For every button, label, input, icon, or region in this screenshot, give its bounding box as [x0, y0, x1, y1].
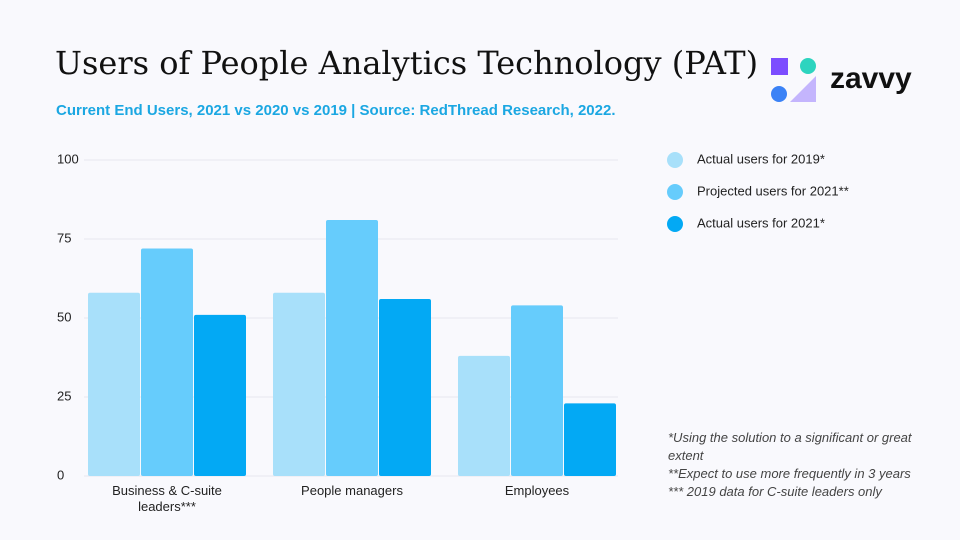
logo-square: [771, 58, 788, 75]
footnote: *Using the solution to a significant or …: [668, 430, 912, 463]
logo-text: zavvy: [830, 62, 912, 95]
bar: [326, 220, 378, 476]
logo-dot: [800, 58, 816, 74]
chart-title: Users of People Analytics Technology (PA…: [55, 44, 759, 82]
y-tick-label: 50: [57, 309, 71, 324]
x-tick-label: Business & C-suite leaders***: [112, 483, 222, 514]
logo-triangle: [790, 76, 816, 102]
x-tick-label: People managers: [301, 483, 403, 498]
chart-subtitle: Current End Users, 2021 vs 2020 vs 2019 …: [56, 102, 616, 119]
bar: [88, 292, 140, 476]
logo-dot: [771, 86, 787, 102]
bar: [273, 292, 325, 476]
x-tick-label: Employees: [504, 483, 570, 498]
bar: [511, 305, 563, 476]
bar: [458, 355, 510, 476]
footnote: **Expect to use more frequently in 3 yea…: [668, 466, 911, 481]
legend-marker: [667, 152, 683, 168]
legend-label: Projected users for 2021**: [697, 183, 849, 198]
y-tick-label: 75: [57, 230, 71, 245]
legend-marker: [667, 216, 683, 232]
legend-label: Actual users for 2019*: [697, 151, 825, 166]
bar: [379, 299, 431, 476]
y-tick-label: 0: [57, 467, 64, 482]
bar: [194, 314, 246, 476]
bar: [141, 248, 193, 476]
legend-label: Actual users for 2021*: [697, 215, 825, 230]
footnote: *** 2019 data for C-suite leaders only: [668, 484, 882, 499]
y-tick-label: 25: [57, 388, 71, 403]
bar: [564, 403, 616, 476]
y-tick-label: 100: [57, 151, 79, 166]
legend-marker: [667, 184, 683, 200]
footnotes: *Using the solution to a significant or …: [668, 429, 913, 501]
